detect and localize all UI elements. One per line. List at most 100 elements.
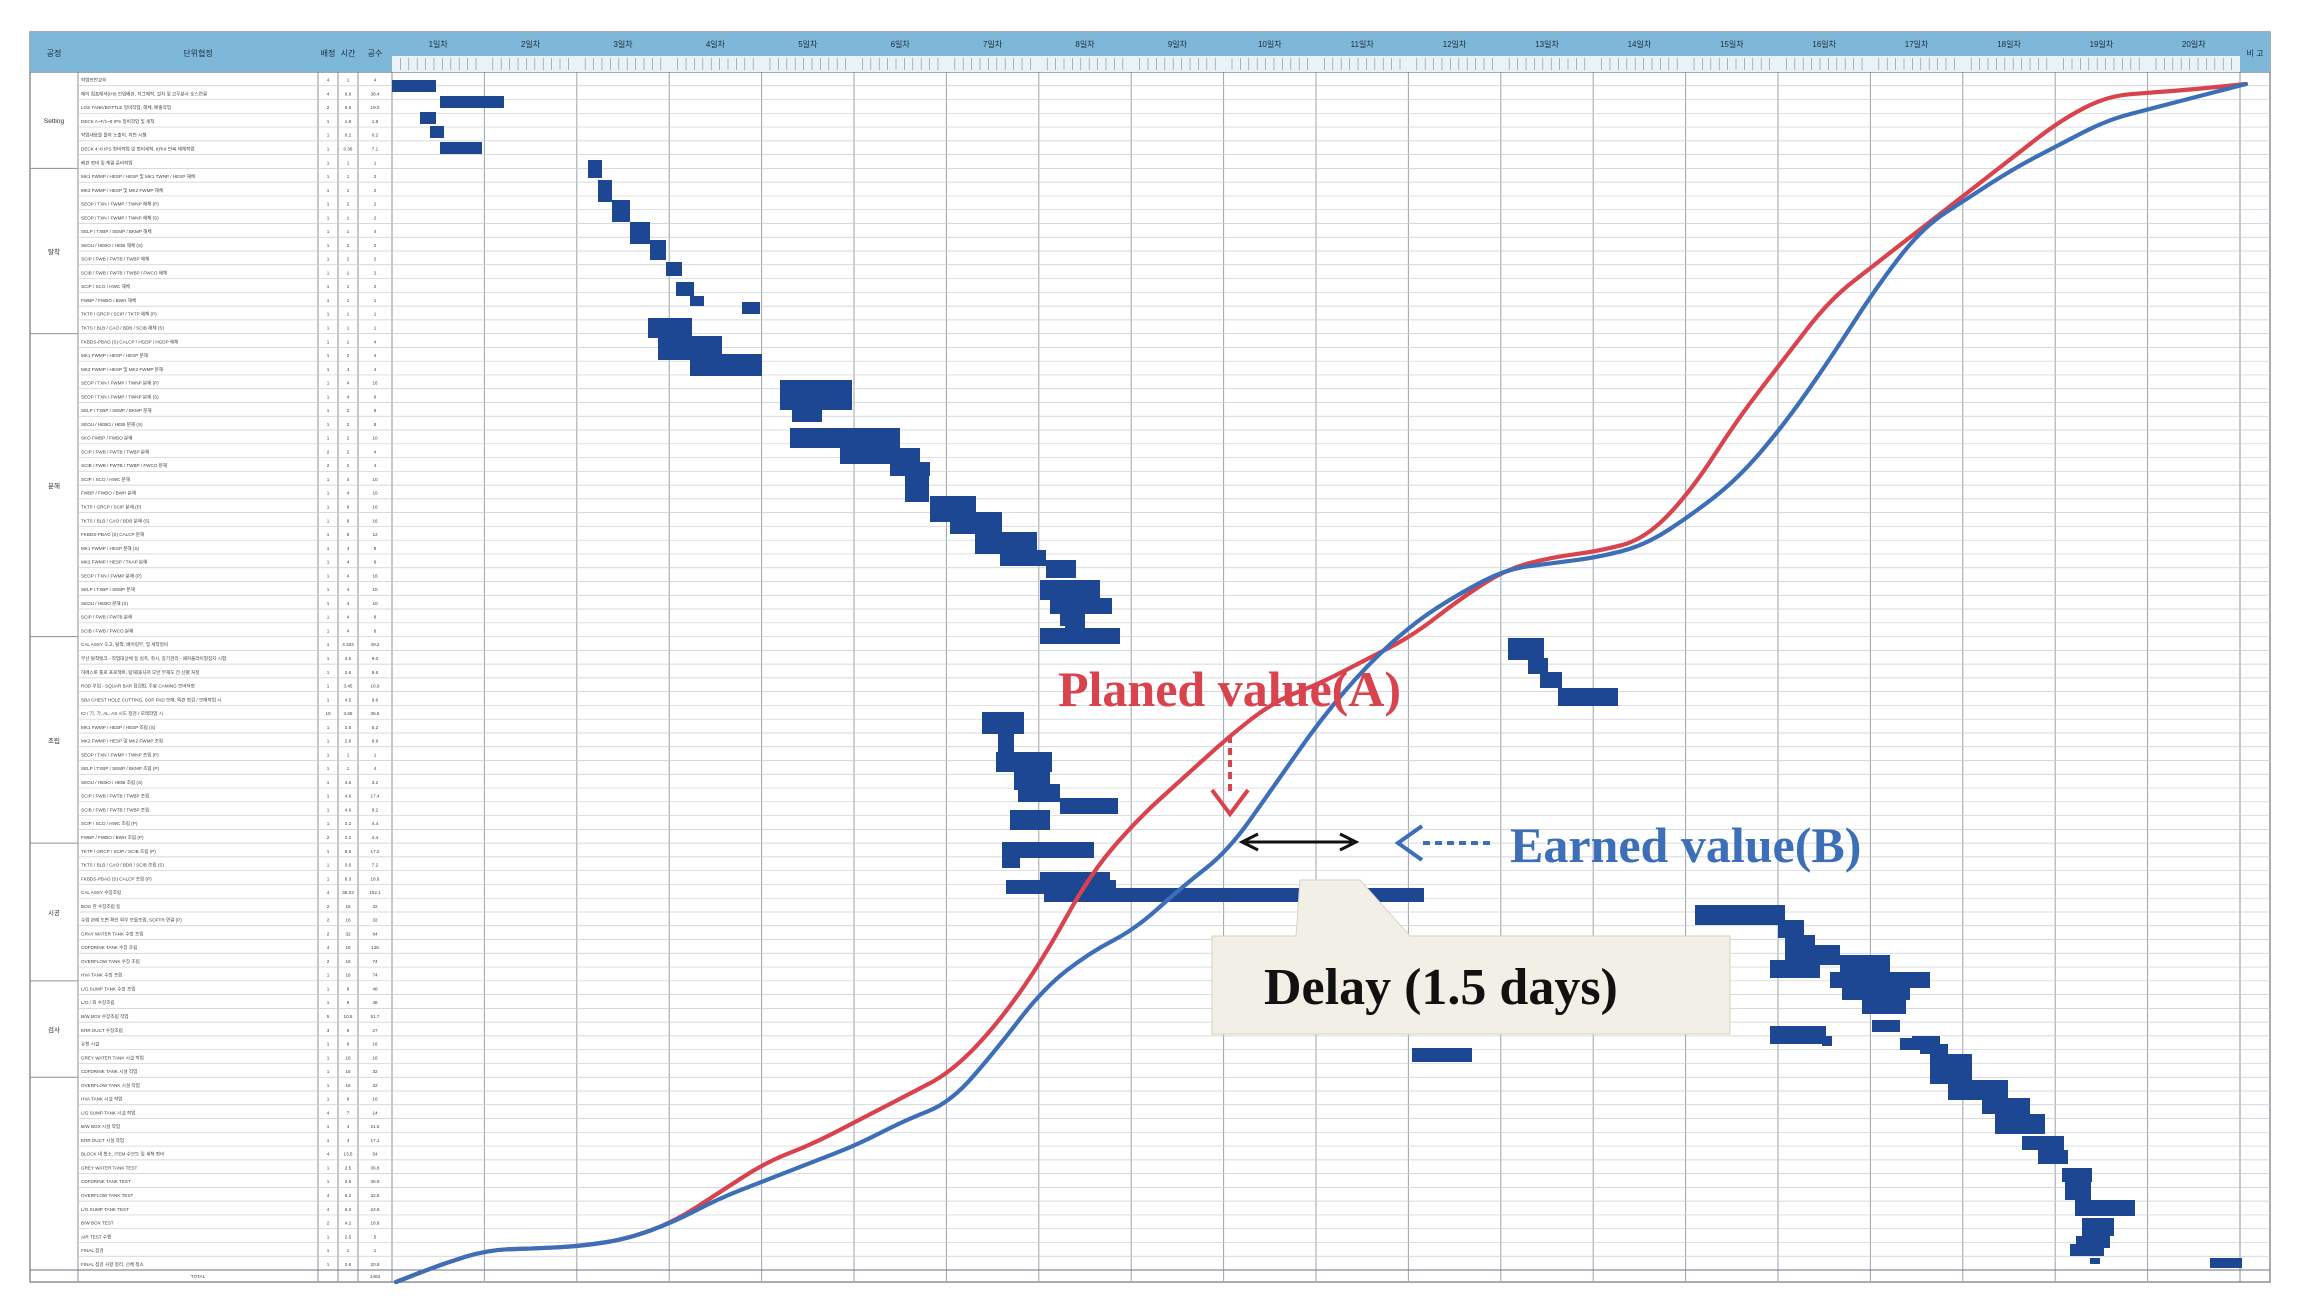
activity-name: DECK 4~8 IPS 정비작업 및 정비세척, KRIX 반복 해체작업 xyxy=(81,145,195,152)
activity-col-a: 1 xyxy=(327,174,330,179)
activity-col-a: 2 xyxy=(327,1221,330,1226)
activity-name: CAL ASSY 도고, 탈착, 베어링부, 및 세척정비 xyxy=(81,641,168,648)
activity-col-b: 4.6 xyxy=(345,780,352,785)
gantt-bar xyxy=(1872,1020,1900,1032)
activity-name: B/W BOX TEST xyxy=(81,1221,114,1226)
gantt-bar xyxy=(648,318,692,338)
header-day-label: 16일차 xyxy=(1812,40,1836,49)
activity-col-a: 1 xyxy=(327,477,330,482)
header-activity: 단위협정 xyxy=(183,48,212,58)
activity-col-c: 36.8 xyxy=(371,1179,380,1184)
activity-col-a: 1 xyxy=(327,422,330,427)
header-day-label: 15일차 xyxy=(1720,40,1744,49)
activity-col-a: 1 xyxy=(327,532,330,537)
activity-col-a: 1 xyxy=(327,243,330,248)
activity-col-a: 1 xyxy=(327,821,330,826)
gantt-bar xyxy=(2038,1150,2068,1164)
activity-name: OVERFLOW TANK TEST xyxy=(81,1193,134,1198)
activity-col-a: 1 xyxy=(327,752,330,757)
activity-col-c: 17.1 xyxy=(371,1138,380,1143)
activity-col-c: 10 xyxy=(372,601,378,606)
activity-col-b: 9 xyxy=(347,1028,350,1033)
activity-col-c: 2 xyxy=(374,215,377,220)
activity-col-c: 4 xyxy=(374,766,377,771)
gantt-bar xyxy=(1930,1054,1972,1084)
header-day-label: 7일차 xyxy=(983,40,1003,49)
activity-col-b: 4 xyxy=(347,394,350,399)
activity-col-a: 1 xyxy=(327,1138,330,1143)
activity-col-c: 2 xyxy=(374,202,377,207)
activity-col-a: 1 xyxy=(327,505,330,510)
header-col-a: 배정 xyxy=(321,48,336,58)
activity-col-c: 3.2 xyxy=(372,780,379,785)
activity-col-b: 3.65 xyxy=(344,711,353,716)
activity-col-b: 2.6 xyxy=(345,1262,352,1267)
activity-name: MK2 FWMP / HESP 및 MK2 FWMP 분해 xyxy=(81,366,163,373)
gantt-bar xyxy=(1842,986,1910,1000)
activity-name: TKTS / BLB / CAO / BDB / SCIB 조립 (S) xyxy=(81,862,164,868)
gantt-bar xyxy=(982,712,1024,734)
activity-col-b: 4 xyxy=(347,601,350,606)
gantt-bar xyxy=(612,200,630,222)
activity-col-b: 6.2 xyxy=(345,1207,352,1212)
gantt-bar xyxy=(650,240,666,260)
header-day-label: 5일차 xyxy=(798,40,818,49)
activity-col-a: 1 xyxy=(327,518,330,523)
activity-col-a: 1 xyxy=(327,326,330,331)
activity-col-b: 4 xyxy=(347,560,350,565)
header-day-label: 13일차 xyxy=(1535,40,1559,49)
activity-col-c: 2 xyxy=(374,284,377,289)
gantt-bar xyxy=(2070,1244,2104,1256)
activity-col-a: 1 xyxy=(327,766,330,771)
gantt-bar xyxy=(905,476,929,502)
activity-col-b: 16 xyxy=(345,945,351,950)
activity-name: TKTP / GRCP / SCIP / SCIB 조립 (P) xyxy=(81,848,156,854)
activity-col-a: 4 xyxy=(327,1207,330,1212)
activity-name: TKTP / GRCP / SCIP / TKTP 해체 (P) xyxy=(81,311,157,318)
activity-col-c: 4.4 xyxy=(372,835,379,840)
activity-col-b: 8 xyxy=(347,518,350,523)
activity-col-b: 16 xyxy=(345,904,351,909)
activity-col-b: 16 xyxy=(345,1083,351,1088)
activity-col-a: 1 xyxy=(327,1262,330,1267)
activity-name: GRAY WATER TANK 수장 조립 xyxy=(81,930,144,937)
activity-col-c: 16 xyxy=(372,381,378,386)
gantt-bar xyxy=(440,96,504,108)
gantt-bar xyxy=(890,462,930,476)
gantt-bar xyxy=(1778,920,1804,938)
activity-col-c: 8 xyxy=(374,560,377,565)
header-day-label: 2일차 xyxy=(521,40,541,49)
activity-col-c: 49.2 xyxy=(371,642,380,647)
activity-col-c: 16.8 xyxy=(371,1221,380,1226)
activity-name: IO / 기, 기, AL, AS 시도 정검 / 모래작업 시 xyxy=(81,710,163,717)
activity-col-a: 10 xyxy=(325,711,331,716)
header-day-label: 6일차 xyxy=(891,40,911,49)
activity-col-b: 16 xyxy=(345,918,351,923)
gantt-bar xyxy=(676,282,694,296)
activity-col-a: 1 xyxy=(327,986,330,991)
activity-col-c: 10 xyxy=(372,491,378,496)
activity-name: FINAL 점검 사항 정리, 선체 청소 xyxy=(81,1261,144,1268)
activity-col-a: 2 xyxy=(327,463,330,468)
activity-name: SEOU / HEBO / HEBI 해체 (S) xyxy=(81,242,143,249)
activity-col-b: 4 xyxy=(347,628,350,633)
gantt-bar xyxy=(742,302,760,314)
header-day-label: 3일차 xyxy=(613,40,633,49)
activity-col-b: 8 xyxy=(347,532,350,537)
activity-col-c: 8 xyxy=(374,615,377,620)
activity-col-b: 8 xyxy=(347,1097,350,1102)
header-day-label: 10일차 xyxy=(1258,40,1282,49)
gantt-bar xyxy=(690,354,762,376)
planned-value-label: Planed value(A) xyxy=(1058,661,1401,717)
activity-col-c: 9.6 xyxy=(372,670,379,675)
activity-col-a: 4 xyxy=(327,945,330,950)
delay-arrow-left-head xyxy=(1238,832,1259,852)
gantt-bar xyxy=(1770,960,1820,978)
earned-value-label: Earned value(B) xyxy=(1510,817,1861,873)
gantt-bar xyxy=(690,296,704,306)
activity-col-a: 2 xyxy=(327,931,330,936)
activity-col-a: 2 xyxy=(327,835,330,840)
gantt-bar xyxy=(1830,972,1930,988)
activity-col-b: 4.5 xyxy=(345,697,352,702)
activity-col-a: 1 xyxy=(327,615,330,620)
